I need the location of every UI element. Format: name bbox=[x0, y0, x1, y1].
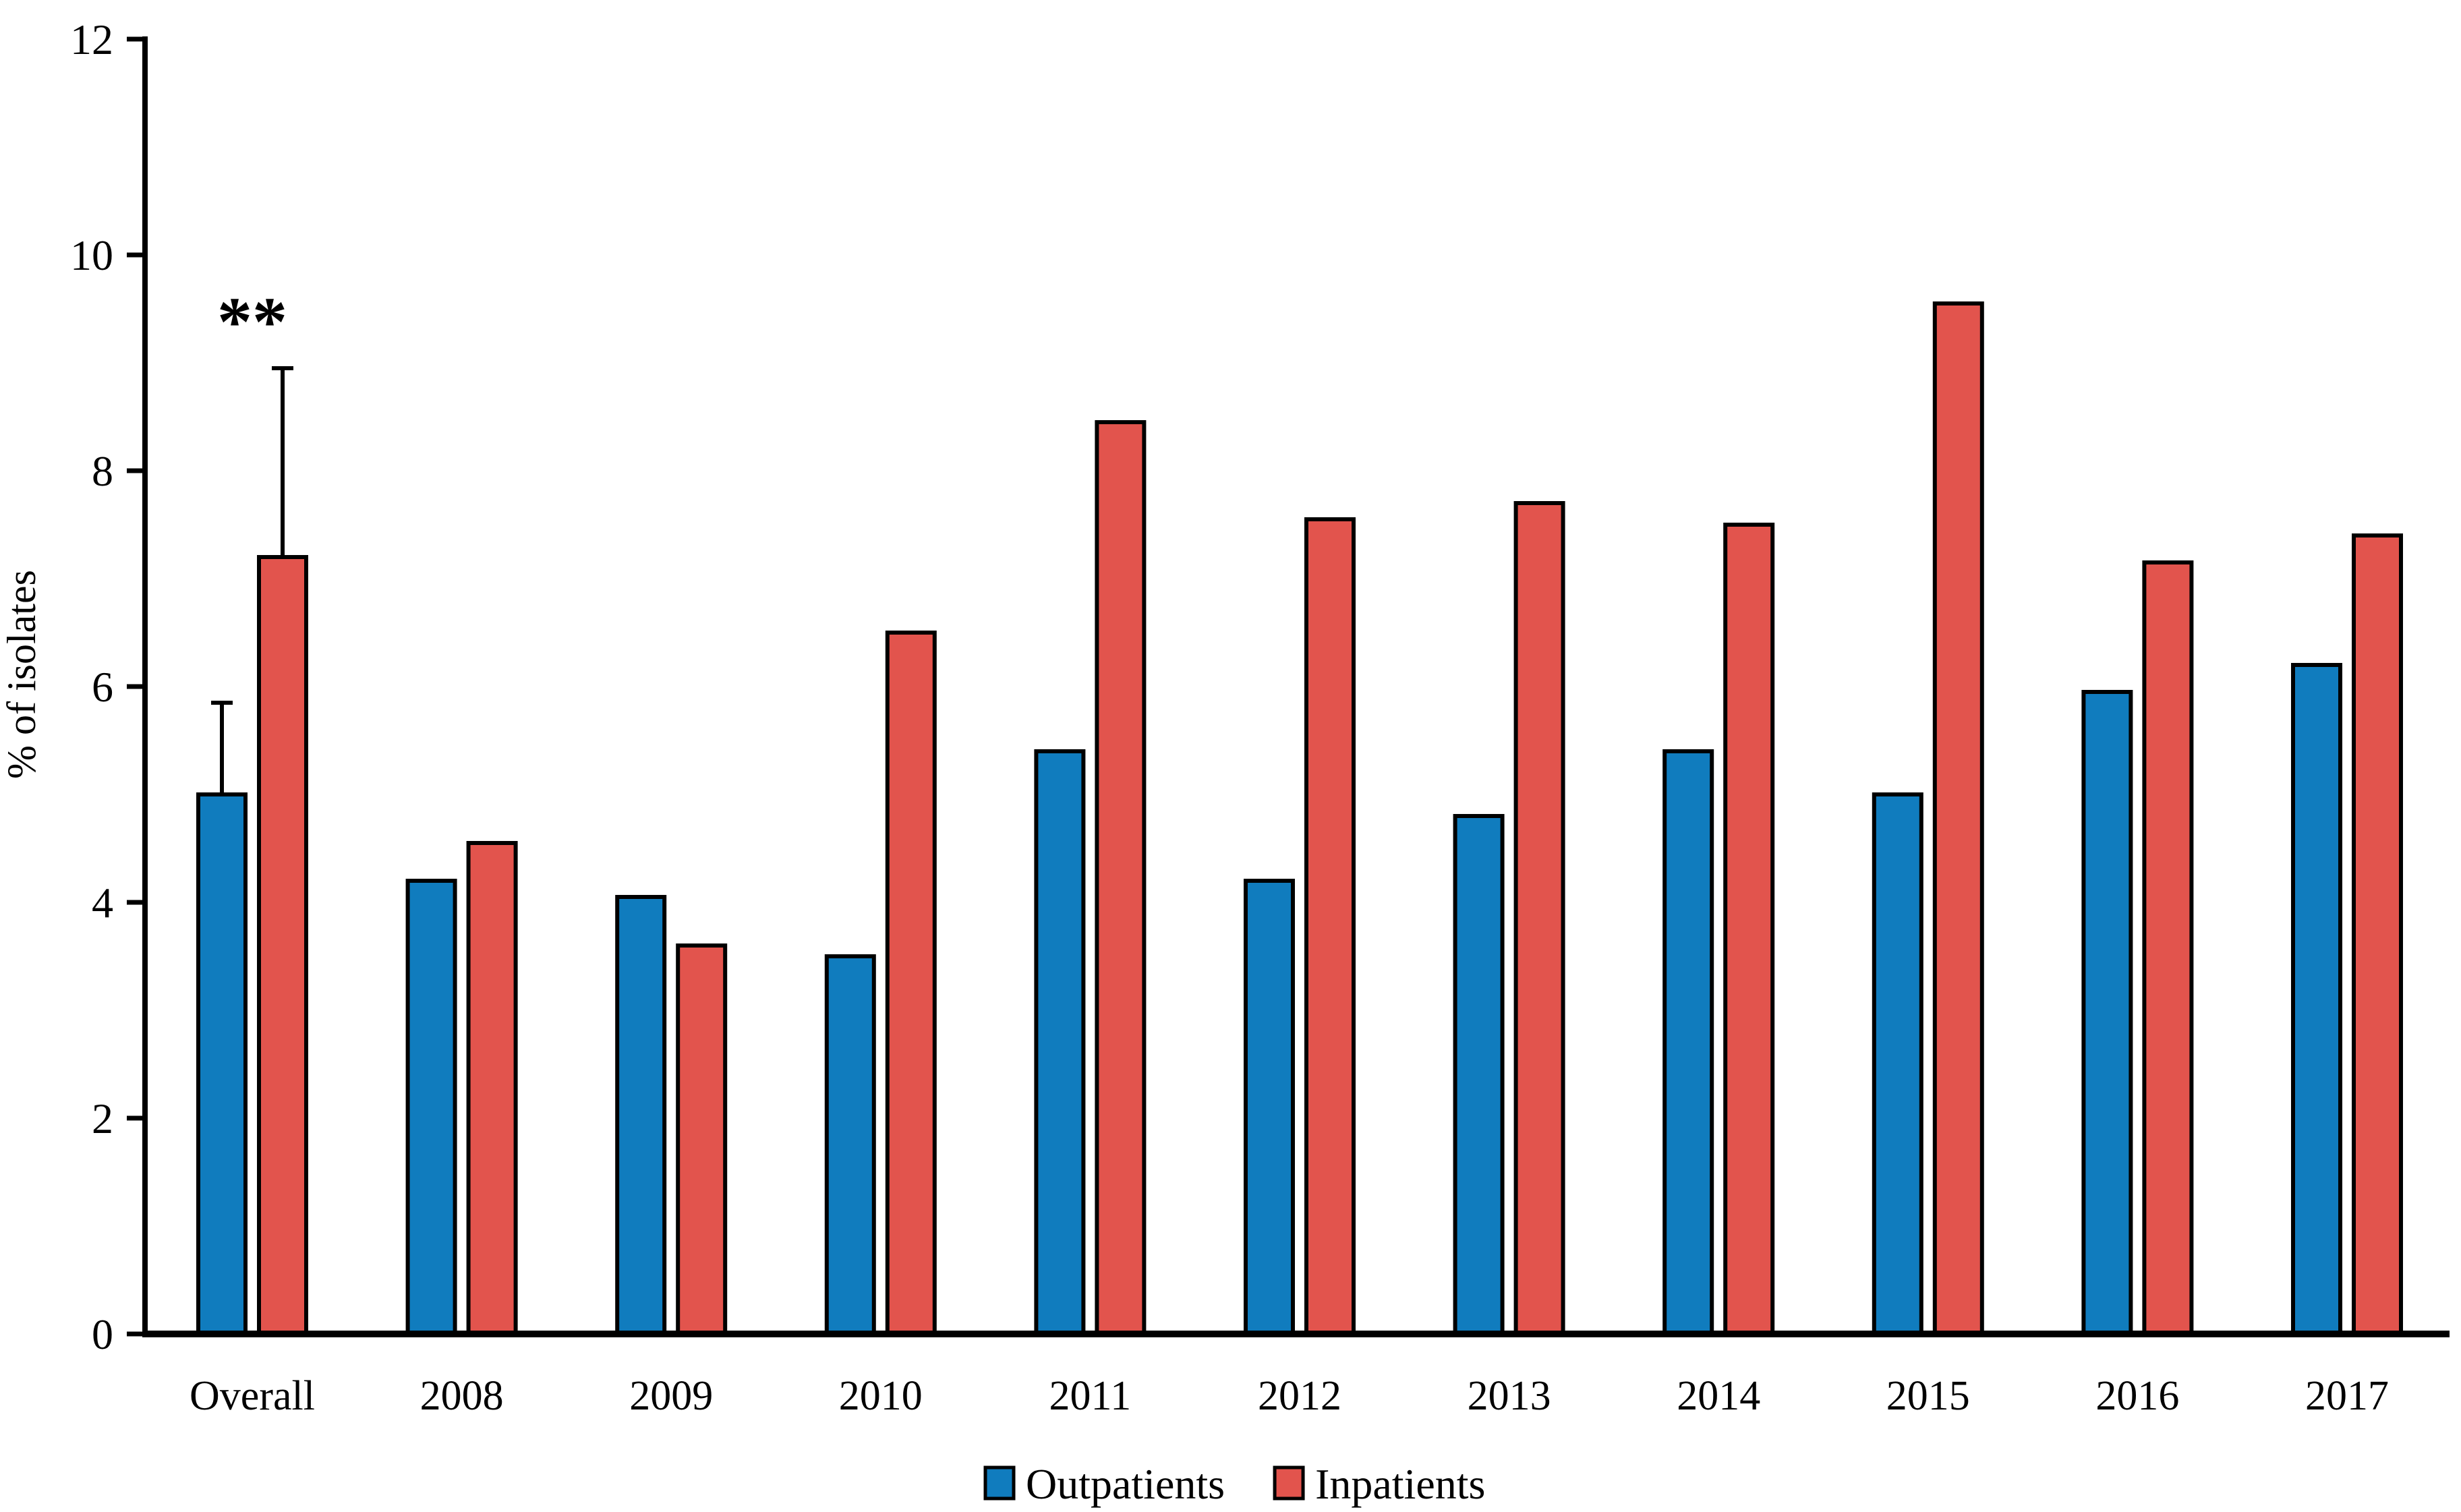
x-tick-label-2013: 2013 bbox=[1468, 1373, 1551, 1419]
y-tick-label-0: 0 bbox=[92, 1310, 113, 1358]
bar-outpatients-2015 bbox=[1872, 792, 1923, 1336]
x-tick-label-2010: 2010 bbox=[839, 1373, 923, 1419]
bar-inpatients-2010 bbox=[885, 631, 937, 1336]
error-bars-layer bbox=[211, 366, 293, 793]
x-tick-label-2008: 2008 bbox=[420, 1373, 504, 1419]
y-tick-label-8: 8 bbox=[92, 447, 113, 495]
bar-outpatients-2010 bbox=[824, 954, 876, 1336]
bar-inpatients-2015 bbox=[1932, 301, 1984, 1336]
y-tick-label-2: 2 bbox=[92, 1095, 113, 1142]
x-tick-label-2009: 2009 bbox=[629, 1373, 713, 1419]
x-tick-label-2016: 2016 bbox=[2095, 1373, 2179, 1419]
legend-swatch-outpatients bbox=[983, 1465, 1016, 1501]
y-tick-label-4: 4 bbox=[92, 879, 113, 927]
bar-outpatients-2014 bbox=[1662, 749, 1714, 1336]
legend-label-outpatients: Outpatients bbox=[1026, 1460, 1225, 1508]
bar-inpatients-2016 bbox=[2142, 560, 2194, 1336]
bar-outpatients-2013 bbox=[1453, 814, 1505, 1336]
bar-outpatients-2012 bbox=[1244, 879, 1295, 1336]
bar-inpatients-2008 bbox=[466, 841, 518, 1336]
axes-layer bbox=[127, 36, 2450, 1337]
bar-inpatients-2013 bbox=[1513, 501, 1565, 1336]
bar-inpatients-2011 bbox=[1095, 420, 1147, 1336]
bar-outpatients-2008 bbox=[405, 879, 457, 1336]
bar-outpatients-2016 bbox=[2081, 690, 2133, 1336]
x-tick-label-2017: 2017 bbox=[2305, 1373, 2389, 1419]
bar-inpatients-overall bbox=[257, 555, 308, 1336]
x-tick-label-2015: 2015 bbox=[1886, 1373, 1970, 1419]
axis-labels-layer: Overall 2008 2009 2010 2011 2012 2013 2014 2015 2… bbox=[70, 16, 2389, 1419]
bars-layer bbox=[196, 301, 2403, 1336]
y-tick-label-10: 10 bbox=[70, 231, 113, 279]
y-tick-label-6: 6 bbox=[92, 663, 113, 711]
bar-inpatients-2014 bbox=[1723, 523, 1775, 1336]
bar-outpatients-2011 bbox=[1034, 749, 1086, 1336]
x-tick-label-overall: Overall bbox=[190, 1373, 315, 1419]
legend-label-inpatients: Inpatients bbox=[1315, 1460, 1485, 1508]
bar-outpatients-2009 bbox=[615, 895, 667, 1336]
legend-swatch-inpatients bbox=[1273, 1465, 1305, 1501]
significance-annotation: ** bbox=[217, 283, 287, 361]
legend: Outpatients Inpatients bbox=[983, 1460, 1485, 1508]
bar-inpatients-2012 bbox=[1304, 517, 1356, 1336]
y-axis-title: % of isolates bbox=[0, 570, 44, 779]
x-tick-label-2011: 2011 bbox=[1049, 1373, 1132, 1419]
bar-outpatients-2017 bbox=[2291, 663, 2342, 1336]
x-tick-label-2012: 2012 bbox=[1258, 1373, 1341, 1419]
x-tick-label-2014: 2014 bbox=[1677, 1373, 1760, 1419]
y-tick-label-12: 12 bbox=[70, 16, 113, 63]
bar-inpatients-2009 bbox=[676, 943, 728, 1336]
bar-outpatients-overall bbox=[196, 792, 248, 1336]
bar-inpatients-2017 bbox=[2352, 533, 2403, 1336]
